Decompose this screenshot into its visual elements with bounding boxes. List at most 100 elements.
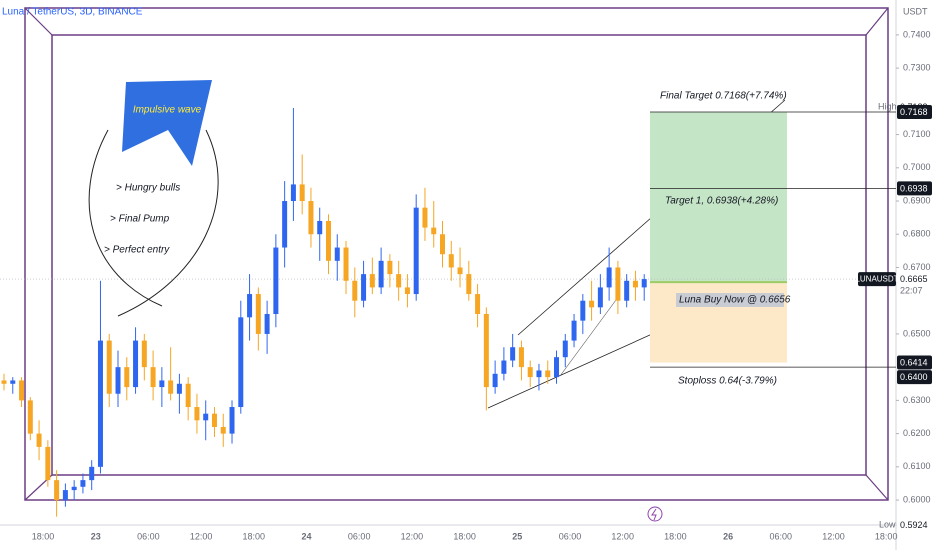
candle-body xyxy=(264,313,270,334)
candle-body xyxy=(194,407,200,421)
candle-body xyxy=(562,340,568,358)
candle-body xyxy=(115,367,121,394)
candle-body xyxy=(378,260,384,288)
chart-title: Luna / TetherUS, 3D, BINANCE xyxy=(2,7,143,18)
y-tick-label: 0.6200 xyxy=(903,428,931,438)
candle-body xyxy=(422,207,428,228)
y-tick-label: 0.6100 xyxy=(903,461,931,471)
price-badge xyxy=(897,272,932,287)
x-tick-label: 18:00 xyxy=(664,531,687,541)
candle-body xyxy=(203,413,209,421)
y-tick-label: 0.7300 xyxy=(903,62,931,72)
candle-body xyxy=(352,280,358,301)
x-tick-label: 18:00 xyxy=(243,531,266,541)
price-badge-label: 0.5924 xyxy=(900,520,928,530)
candle-body xyxy=(176,383,182,394)
candle-body xyxy=(89,466,95,481)
x-tick-label: 18:00 xyxy=(32,531,55,541)
note-bullet: > Final Pump xyxy=(110,214,170,225)
candle-body xyxy=(404,287,410,295)
y-tick-label: 0.6800 xyxy=(903,229,931,239)
x-tick-label: 24 xyxy=(301,531,311,541)
price-badge xyxy=(897,355,932,370)
event-icon xyxy=(651,508,657,521)
candle-body xyxy=(343,247,349,281)
candle-body xyxy=(632,280,638,288)
candle-body xyxy=(448,254,454,268)
candle-body xyxy=(238,317,244,408)
price-badge xyxy=(897,518,932,533)
candle-body xyxy=(317,220,323,235)
symbol-badge xyxy=(858,272,896,287)
candle-body xyxy=(141,340,147,368)
x-tick-label: 12:00 xyxy=(611,531,634,541)
y-tick-label: 0.7400 xyxy=(903,29,931,39)
entry-text: Luna Buy Now @ 0.6656 xyxy=(679,295,791,306)
stoploss-text: Stoploss 0.64(-3.79%) xyxy=(678,376,777,387)
note-bullet: > Hungry bulls xyxy=(116,183,180,194)
candle-body xyxy=(325,220,331,261)
note-bullet: > Perfect entry xyxy=(104,245,170,256)
y-tick-label: 0.7000 xyxy=(903,162,931,172)
candle-body xyxy=(597,287,603,308)
frame-corner xyxy=(865,7,889,36)
candle-body xyxy=(45,446,51,481)
candle-body xyxy=(334,247,340,261)
candle-body xyxy=(124,367,130,388)
candle-body xyxy=(299,184,305,202)
candle-body xyxy=(36,433,42,447)
candle-body xyxy=(518,347,524,368)
candle-body xyxy=(168,380,174,394)
candle-body xyxy=(387,260,393,275)
candle-body xyxy=(27,400,33,434)
x-tick-label: 12:00 xyxy=(822,531,845,541)
flag xyxy=(122,80,212,166)
candle-body xyxy=(106,340,112,394)
high-label: High xyxy=(878,101,897,111)
trend-line xyxy=(559,299,617,377)
candle-body xyxy=(80,480,86,487)
price-badge xyxy=(897,370,932,385)
x-tick-label: 12:00 xyxy=(190,531,213,541)
y-tick-label: 0.6000 xyxy=(903,494,931,504)
candle-body xyxy=(10,380,16,384)
candle-body xyxy=(615,267,621,301)
candle-body xyxy=(211,413,217,427)
target1-text: Target 1, 0.6938(+4.28%) xyxy=(665,196,778,207)
candle-body xyxy=(431,227,437,235)
outer-frame xyxy=(24,7,889,501)
price-badge-label: 0.6400 xyxy=(900,372,928,382)
frame-corner xyxy=(24,7,53,36)
candle-body xyxy=(545,370,551,378)
target-zone xyxy=(650,111,787,283)
symbol-label: LUNAUSDT xyxy=(855,275,898,284)
price-badge-label: 0.7168 xyxy=(900,107,928,117)
candle-body xyxy=(536,370,542,378)
x-tick-label: 26 xyxy=(723,531,733,541)
candle-body xyxy=(185,383,191,408)
x-tick-label: 18:00 xyxy=(453,531,476,541)
x-tick-label: 25 xyxy=(512,531,522,541)
flag-text: Impulsive wave xyxy=(133,105,202,116)
x-tick-label: 06:00 xyxy=(770,531,793,541)
arc xyxy=(88,129,163,307)
y-tick-label: 0.6300 xyxy=(903,395,931,405)
candle-body xyxy=(641,279,647,288)
x-tick-label: 18:00 xyxy=(875,531,898,541)
x-tick-label: 23 xyxy=(91,531,101,541)
candle-body xyxy=(54,480,60,501)
candle-body xyxy=(440,234,445,255)
x-tick-label: 06:00 xyxy=(348,531,371,541)
candle-body xyxy=(396,274,402,288)
price-badge xyxy=(897,104,932,119)
candle-body xyxy=(255,294,261,334)
countdown: 22:07 xyxy=(900,285,923,295)
price-badge-label: 0.6665 xyxy=(900,274,928,284)
target-text: Final Target 0.7168(+7.74%) xyxy=(660,91,787,102)
arc xyxy=(117,129,219,317)
y-tick-label: 0.6700 xyxy=(903,262,931,272)
candle-body xyxy=(580,300,586,321)
y-tick-label: 0.6500 xyxy=(903,328,931,338)
candle-body xyxy=(369,274,375,288)
